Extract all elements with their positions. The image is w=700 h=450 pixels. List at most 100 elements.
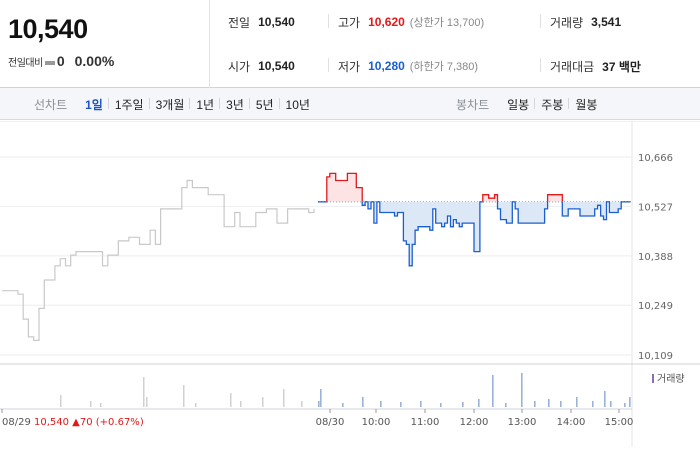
change-label: 전일대비 <box>8 58 43 69</box>
low: 저가 10,280 (하한가 7,380) <box>328 44 479 88</box>
volume-label: 거래량 <box>550 15 584 30</box>
high-value: 10,620 <box>368 15 405 29</box>
tab-1w[interactable]: 1주일 <box>107 96 150 113</box>
tab-3m[interactable]: 3개월 <box>148 96 191 113</box>
tab-daily[interactable]: 일봉 <box>507 97 530 112</box>
stock-summary: 10,540 전일대비 0 0.00% 전일 10,540 고가 10,620 (상… <box>0 0 700 88</box>
volume-bar <box>534 401 536 407</box>
candle-chart-title: 봉차트 <box>456 97 490 112</box>
line-chart-tabs: 선차트 1일 1주일 3개월 1년 3년 5년 10년 <box>34 88 316 120</box>
tab-1y[interactable]: 1년 <box>189 96 220 113</box>
low-label: 저가 <box>338 59 361 74</box>
volume-bar-prev <box>183 385 185 407</box>
tab-monthly[interactable]: 월봉 <box>568 96 603 113</box>
amount: 거래대금 37 백만 <box>540 44 641 88</box>
prev-close: 전일 10,540 <box>228 0 295 44</box>
volume-bar-prev <box>262 397 264 407</box>
price-chart-svg[interactable]: 10,666 10,527 10,388 10,249 10,109 08/29 08/3… <box>0 120 700 450</box>
prev-close-value: 10,540 <box>258 15 295 29</box>
volume: 거래량 3,541 <box>540 0 622 44</box>
amount-value: 37 백만 <box>602 59 641 74</box>
change-percent: 0.00% <box>74 53 115 69</box>
today-series <box>318 172 630 267</box>
x-tick-label: 14:00 <box>557 417 586 428</box>
y-axis: 10,666 10,527 10,388 10,249 10,109 <box>638 153 673 362</box>
volume-value: 3,541 <box>591 15 622 29</box>
prev-day-annotation: 10,540 ▲70 (+0.67%) <box>34 417 144 428</box>
line-chart-title: 선차트 <box>34 97 68 112</box>
current-price: 10,540 <box>8 14 88 44</box>
flat-icon <box>44 61 55 66</box>
x-tick-label: 15:00 <box>605 417 634 428</box>
open-value: 10,540 <box>258 59 295 73</box>
volume-legend-label: 거래량 <box>657 373 685 385</box>
tab-3y[interactable]: 3년 <box>219 96 250 113</box>
volume-bar-prev <box>230 393 232 407</box>
info-grid: 전일 10,540 고가 10,620 (상한가 13,700) 거래량 3,5… <box>210 0 700 88</box>
volume-bar <box>462 402 464 407</box>
prev-day-line <box>2 179 315 341</box>
price-box: 10,540 전일대비 0 0.00% <box>0 0 210 88</box>
prev-day-change-pct: (+0.67%) <box>96 417 144 428</box>
volume-bar <box>624 403 626 407</box>
chart-period-bar: 선차트 1일 1주일 3개월 1년 3년 5년 10년 봉차트 일봉 주봉 월봉 <box>0 88 700 120</box>
up-area-fill <box>318 173 630 202</box>
volume-bar-prev <box>90 401 92 407</box>
y-tick-label: 10,388 <box>638 252 673 263</box>
tab-1d[interactable]: 1일 <box>85 97 103 112</box>
lower-limit: (하한가 7,380) <box>409 61 479 73</box>
x-tick-label: 13:00 <box>508 417 537 428</box>
x-axis: 08/29 08/30 10:00 11:00 12:00 13:00 14:00 15:00… <box>1 409 634 428</box>
high: 고가 10,620 (상한가 13,700) <box>328 0 485 44</box>
volume-bar <box>505 403 507 407</box>
open: 시가 10,540 <box>228 44 295 88</box>
volume-bar <box>478 399 480 407</box>
volume-bar-prev <box>283 389 285 407</box>
tab-weekly[interactable]: 주봉 <box>534 96 569 113</box>
tab-10y[interactable]: 10년 <box>278 96 316 113</box>
volume-bar <box>492 375 494 407</box>
prev-close-label: 전일 <box>228 15 251 30</box>
change-row: 전일대비 0 0.00% <box>8 53 114 69</box>
volume-legend: 거래량 <box>652 373 685 385</box>
candle-chart-tabs: 봉차트 일봉 주봉 월봉 <box>456 88 603 120</box>
amount-label: 거래대금 <box>550 59 595 74</box>
volume-bars <box>60 373 631 407</box>
volume-bar <box>320 389 322 407</box>
volume-bar <box>440 403 442 407</box>
volume-bar <box>318 401 320 407</box>
volume-bar-prev <box>301 401 303 407</box>
low-value: 10,280 <box>368 59 405 73</box>
volume-bar <box>629 397 631 407</box>
y-tick-label: 10,109 <box>638 351 673 362</box>
volume-bar <box>342 403 344 407</box>
chart-grid <box>0 120 700 447</box>
x-tick-label: 11:00 <box>411 417 440 428</box>
x-tick-label: 08/30 <box>316 417 345 428</box>
volume-bar <box>380 401 382 407</box>
high-label: 고가 <box>338 15 361 30</box>
open-label: 시가 <box>228 59 251 74</box>
volume-bar <box>521 373 523 407</box>
volume-bar <box>610 401 612 407</box>
volume-bar-prev <box>146 397 148 407</box>
upper-limit: (상한가 13,700) <box>409 17 485 29</box>
volume-bar <box>362 397 364 407</box>
tab-5y[interactable]: 5년 <box>248 96 280 113</box>
volume-bar-prev <box>100 403 102 407</box>
volume-legend-swatch <box>652 374 654 383</box>
volume-bar <box>604 391 606 407</box>
volume-bar <box>576 397 578 407</box>
down-line <box>318 201 630 267</box>
y-tick-label: 10,249 <box>638 301 673 312</box>
price-chart[interactable]: 10,666 10,527 10,388 10,249 10,109 08/29 08/3… <box>0 120 700 450</box>
prev-day-change: ▲70 <box>72 417 96 428</box>
change-value: 0 <box>56 53 65 69</box>
y-tick-label: 10,527 <box>638 202 673 213</box>
volume-bar-prev <box>240 401 242 407</box>
volume-bar <box>560 401 562 407</box>
volume-bar-prev <box>60 395 62 407</box>
prev-day-price: 10,540 <box>34 417 72 428</box>
x-tick-label: 12:00 <box>460 417 489 428</box>
volume-bar <box>592 401 594 407</box>
